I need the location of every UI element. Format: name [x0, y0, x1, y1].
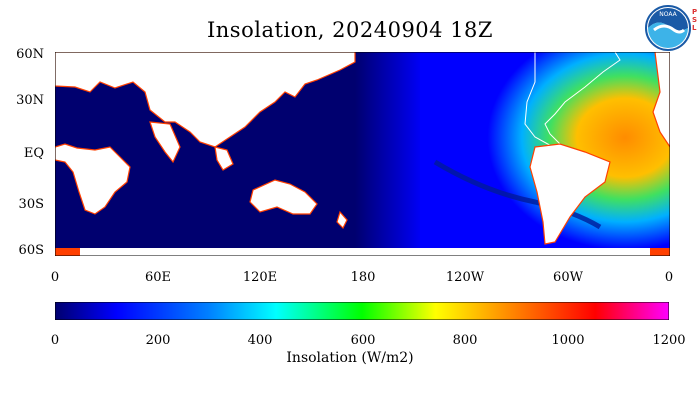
svg-text:NOAA: NOAA [659, 11, 677, 18]
south-america [529, 143, 611, 245]
lat-label: 60S [18, 243, 44, 258]
lon-label: 0 [664, 270, 674, 285]
colorbar-tick-label: 1000 [551, 333, 585, 348]
lat-label: 30N [16, 93, 44, 108]
north-america [524, 51, 621, 149]
colorbar-title: Insolation (W/m2) [286, 350, 414, 366]
colorbar-tick-label: 1200 [652, 333, 686, 348]
lon-label: 60E [144, 270, 172, 285]
terminator-band [355, 52, 425, 256]
australia [249, 179, 318, 215]
lat-label: EQ [23, 146, 44, 161]
colorbar-tick-label: 0 [50, 333, 60, 348]
colorbar [54, 301, 670, 321]
lat-label: 30S [18, 197, 44, 212]
insolation-map [54, 51, 671, 257]
new-zealand [336, 210, 348, 230]
lat-label: 60N [16, 47, 44, 62]
lon-label: 0 [50, 270, 60, 285]
chart-title: Insolation, 20240904 18Z [206, 18, 494, 42]
india [149, 121, 181, 164]
antarctica [55, 248, 670, 256]
colorbar-tick-label: 600 [350, 333, 376, 348]
lon-label: 180 [350, 270, 376, 285]
lon-label: 60W [553, 270, 583, 285]
land-masses [54, 51, 671, 245]
lon-label: 120W [445, 270, 485, 285]
lon-label: 120E [242, 270, 278, 285]
colorbar-tick-label: 200 [145, 333, 171, 348]
africa [54, 143, 131, 215]
noaa-logo-icon: NOAA [645, 5, 691, 51]
eurasia [54, 51, 356, 148]
se-asia [214, 146, 234, 171]
colorbar-tick-label: 400 [247, 333, 273, 348]
colorbar-tick-label: 800 [452, 333, 478, 348]
